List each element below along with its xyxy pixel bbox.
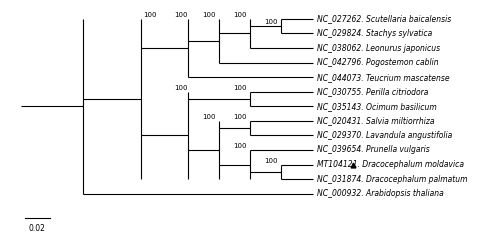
Text: 100: 100	[233, 12, 246, 18]
Text: 100: 100	[264, 158, 278, 164]
Text: 100: 100	[233, 85, 246, 91]
Text: 0.02: 0.02	[29, 223, 46, 233]
Text: NC_044073. Teucrium mascatense: NC_044073. Teucrium mascatense	[317, 73, 450, 82]
Text: 100: 100	[202, 12, 215, 18]
Text: NC_039654. Prunella vulgaris: NC_039654. Prunella vulgaris	[317, 145, 430, 154]
Text: NC_029824. Stachys sylvatica: NC_029824. Stachys sylvatica	[317, 29, 432, 38]
Text: 100: 100	[264, 20, 278, 25]
Text: NC_000932. Arabidopsis thaliana: NC_000932. Arabidopsis thaliana	[317, 189, 444, 198]
Text: NC_029370. Lavandula angustifolia: NC_029370. Lavandula angustifolia	[317, 131, 452, 140]
Text: NC_035143. Ocimum basilicum: NC_035143. Ocimum basilicum	[317, 102, 437, 111]
Text: 100: 100	[144, 12, 157, 18]
Text: NC_020431. Salvia miltiorrhiza: NC_020431. Salvia miltiorrhiza	[317, 116, 434, 125]
Text: NC_030755. Perilla citriodora: NC_030755. Perilla citriodora	[317, 87, 428, 96]
Text: 100: 100	[174, 12, 188, 18]
Text: NC_038062. Leonurus japonicus: NC_038062. Leonurus japonicus	[317, 43, 440, 52]
Text: NC_031874. Dracocephalum palmatum: NC_031874. Dracocephalum palmatum	[317, 175, 468, 184]
Text: 100: 100	[174, 85, 188, 91]
Text: MT104121. Dracocephalum moldavica: MT104121. Dracocephalum moldavica	[317, 160, 464, 169]
Text: NC_027262. Scutellaria baicalensis: NC_027262. Scutellaria baicalensis	[317, 14, 452, 23]
Text: 100: 100	[233, 114, 246, 120]
Text: 100: 100	[233, 143, 246, 149]
Text: NC_042796. Pogostemon cablin: NC_042796. Pogostemon cablin	[317, 58, 439, 67]
Text: 100: 100	[202, 114, 215, 120]
